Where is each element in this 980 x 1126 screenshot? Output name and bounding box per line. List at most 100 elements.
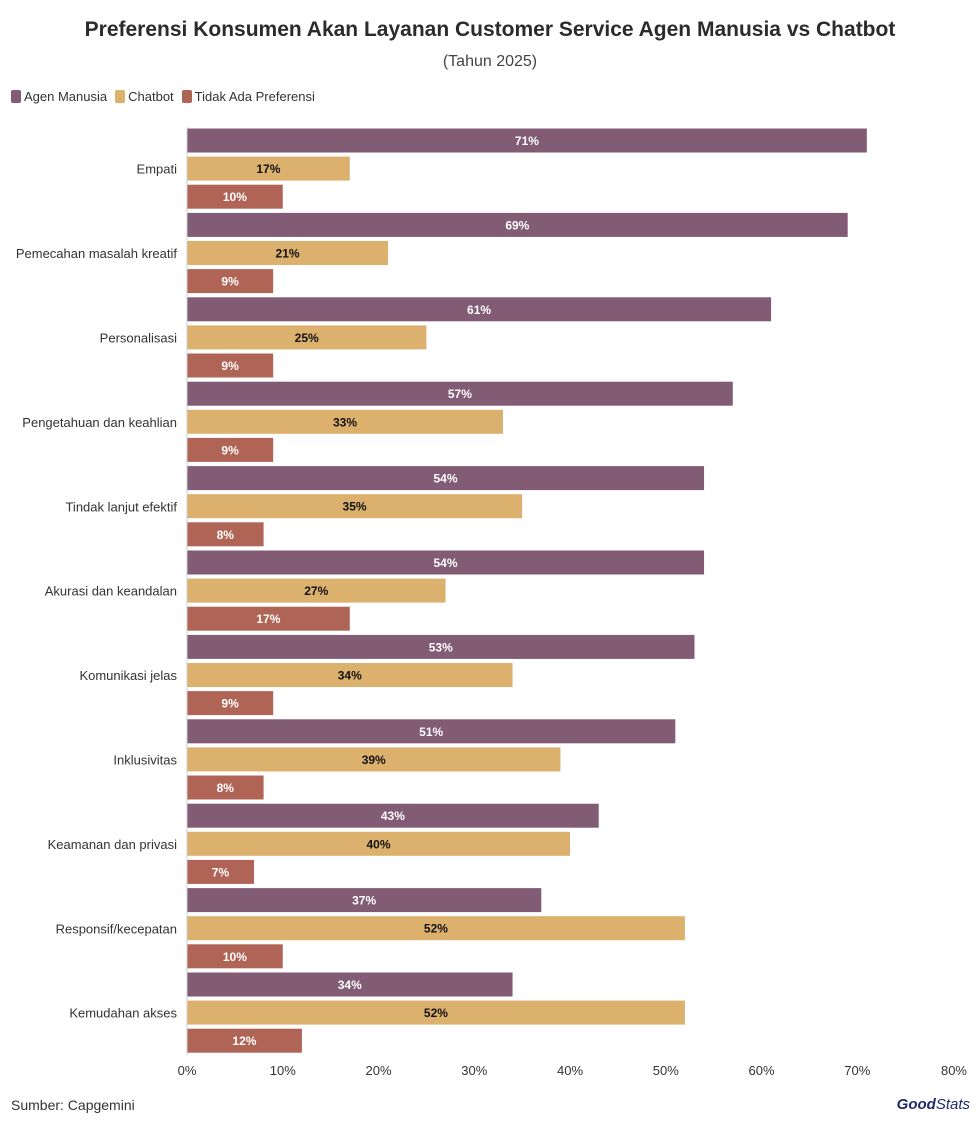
- bar[interactable]: [187, 578, 446, 603]
- data-label: 7%: [212, 865, 230, 879]
- bar[interactable]: [187, 269, 274, 294]
- data-label: 8%: [217, 528, 235, 542]
- category-label: Kemudahan akses: [69, 1006, 177, 1021]
- source-note: Sumber: Capgemini: [11, 1097, 135, 1113]
- data-label: 61%: [467, 303, 491, 317]
- data-label: 17%: [256, 162, 280, 176]
- data-label: 35%: [343, 500, 367, 514]
- bar[interactable]: [187, 831, 570, 856]
- data-label: 9%: [221, 275, 239, 289]
- bar[interactable]: [187, 381, 733, 406]
- chart-title: Preferensi Konsumen Akan Layanan Custome…: [84, 18, 896, 41]
- data-label: 37%: [352, 894, 376, 908]
- bar[interactable]: [187, 184, 283, 209]
- bar[interactable]: [187, 663, 513, 687]
- bar[interactable]: [187, 550, 705, 575]
- data-label: 10%: [223, 950, 247, 964]
- brand-logo-good: Good: [896, 1096, 936, 1113]
- data-label: 52%: [424, 922, 448, 936]
- bar[interactable]: [187, 691, 274, 716]
- bar[interactable]: [187, 353, 274, 378]
- bar[interactable]: [187, 494, 523, 519]
- x-tick-label: 10%: [270, 1063, 296, 1078]
- category-label: Komunikasi jelas: [79, 668, 177, 683]
- bar[interactable]: [187, 409, 503, 434]
- bar[interactable]: [187, 606, 350, 631]
- category-label: Responsif/kecepatan: [56, 921, 177, 936]
- legend: Agen Manusia Chatbot Tidak Ada Preferens…: [11, 89, 315, 104]
- data-label: 9%: [221, 697, 239, 711]
- data-label: 51%: [419, 725, 443, 739]
- data-label: 12%: [232, 1034, 256, 1048]
- bar[interactable]: [187, 747, 561, 772]
- data-label: 17%: [256, 612, 280, 626]
- x-tick-label: 70%: [844, 1063, 870, 1078]
- category-label: Empati: [137, 162, 178, 177]
- bar[interactable]: [187, 522, 264, 547]
- data-label: 25%: [295, 331, 319, 345]
- category-label: Inklusivitas: [113, 753, 177, 768]
- legend-swatch: [181, 90, 192, 103]
- data-label: 34%: [338, 978, 362, 992]
- data-label: 71%: [515, 134, 539, 148]
- bar[interactable]: [187, 859, 255, 884]
- data-label: 39%: [362, 753, 386, 767]
- category-label: Keamanan dan privasi: [48, 837, 177, 852]
- bar[interactable]: [187, 128, 867, 153]
- legend-item-agen-manusia[interactable]: Agen Manusia: [11, 89, 107, 104]
- bar[interactable]: [187, 944, 283, 969]
- data-label: 54%: [434, 556, 458, 570]
- data-label: 10%: [223, 190, 247, 204]
- brand-logo-stats: Stats: [935, 1096, 970, 1113]
- bar[interactable]: [187, 156, 350, 181]
- bar[interactable]: [187, 1000, 685, 1025]
- bar[interactable]: [187, 803, 599, 828]
- data-label: 34%: [338, 669, 362, 683]
- x-tick-label: 60%: [748, 1063, 774, 1078]
- data-label: 8%: [217, 781, 235, 795]
- data-label: 9%: [221, 359, 239, 373]
- legend-item-tidak-ada-preferensi[interactable]: Tidak Ada Preferensi: [181, 89, 315, 104]
- category-label: Personalisasi: [100, 331, 177, 346]
- bar[interactable]: [187, 325, 427, 350]
- bar[interactable]: [187, 437, 274, 462]
- bar[interactable]: [187, 775, 264, 800]
- x-tick-label: 40%: [557, 1063, 583, 1078]
- bar[interactable]: [187, 466, 705, 491]
- category-label: Pengetahuan dan keahlian: [22, 415, 177, 430]
- category-label: Akurasi dan keandalan: [45, 584, 177, 599]
- data-label: 52%: [424, 1006, 448, 1020]
- legend-swatch: [115, 90, 126, 103]
- bar[interactable]: [187, 916, 685, 941]
- legend-label: Tidak Ada Preferensi: [194, 89, 315, 104]
- bar[interactable]: [187, 297, 772, 322]
- x-tick-label: 80%: [941, 1063, 967, 1078]
- legend-item-chatbot[interactable]: Chatbot: [115, 89, 174, 104]
- data-label: 33%: [333, 415, 357, 429]
- bar[interactable]: [187, 972, 513, 997]
- data-label: 53%: [429, 640, 453, 654]
- bar[interactable]: [187, 212, 848, 237]
- bar[interactable]: [187, 1028, 302, 1053]
- data-label: 9%: [221, 443, 239, 457]
- bar[interactable]: [187, 888, 542, 913]
- bar[interactable]: [187, 634, 695, 659]
- x-tick-label: 50%: [653, 1063, 679, 1078]
- x-tick-label: 30%: [461, 1063, 487, 1078]
- legend-label: Agen Manusia: [24, 89, 108, 104]
- category-label: Tindak lanjut efektif: [65, 499, 177, 514]
- legend-label: Chatbot: [128, 89, 174, 104]
- bar[interactable]: [187, 241, 389, 265]
- data-label: 43%: [381, 809, 405, 823]
- data-label: 57%: [448, 387, 472, 401]
- x-tick-label: 0%: [178, 1063, 197, 1078]
- x-tick-label: 20%: [365, 1063, 391, 1078]
- chart-subtitle: (Tahun 2025): [442, 53, 538, 70]
- data-label: 27%: [304, 584, 328, 598]
- category-label: Pemecahan masalah kreatif: [16, 246, 178, 261]
- data-label: 69%: [505, 218, 529, 232]
- data-label: 54%: [434, 472, 458, 486]
- bar[interactable]: [187, 719, 676, 744]
- legend-swatch: [11, 90, 21, 103]
